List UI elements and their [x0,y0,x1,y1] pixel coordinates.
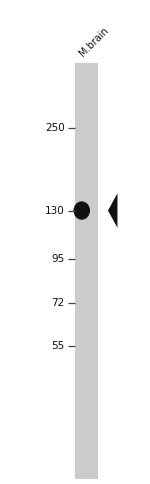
Polygon shape [108,193,117,228]
Bar [75,63,98,479]
Ellipse shape [74,201,90,220]
Text: M.brain: M.brain [78,25,111,58]
Text: 55: 55 [51,341,64,351]
Text: 130: 130 [45,206,64,215]
Text: 95: 95 [51,254,64,264]
Text: 250: 250 [45,123,64,133]
Text: 72: 72 [51,298,64,307]
